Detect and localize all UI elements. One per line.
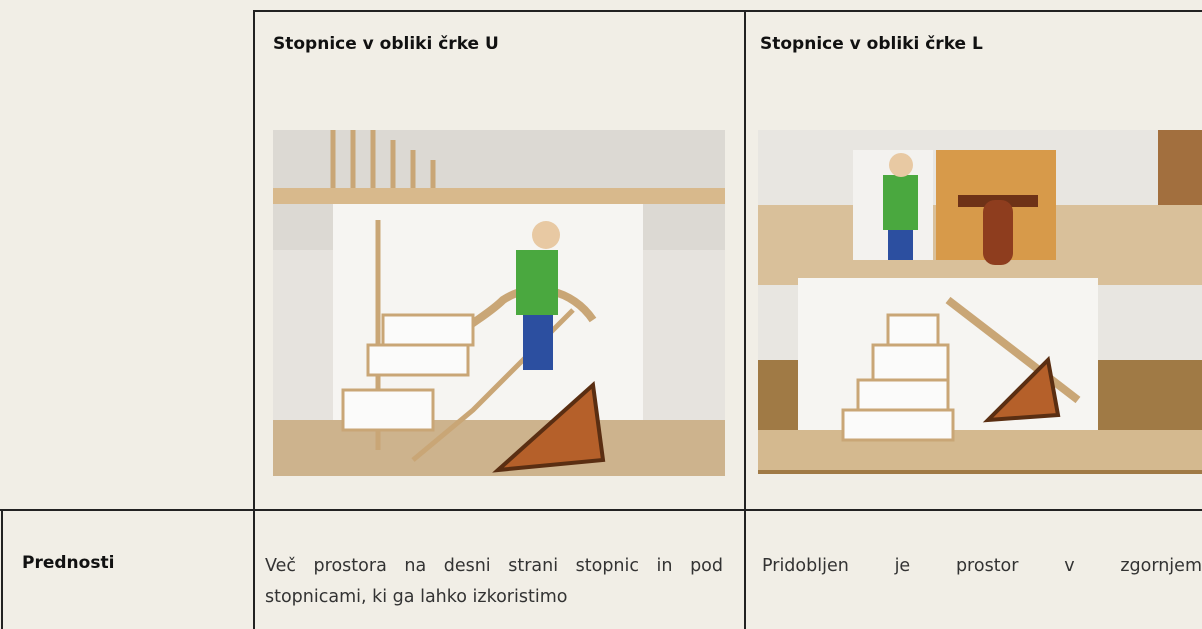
- column-header: Stopnice v obliki črke L: [760, 34, 983, 54]
- border: [744, 10, 746, 629]
- border: [0, 509, 1202, 511]
- border: [253, 10, 1202, 12]
- row-label: Prednosti: [22, 553, 115, 573]
- column-header: Stopnice v obliki črke U: [273, 34, 499, 54]
- border: [253, 10, 255, 629]
- border: [1, 509, 3, 629]
- cell-text: Več prostora na desni strani stopnic in …: [265, 556, 723, 607]
- photo-l-stairs: [758, 130, 1202, 474]
- photo-u-stairs: [273, 130, 725, 476]
- cell-text: Pridobljen je prostor v zgornjem: [762, 556, 1202, 576]
